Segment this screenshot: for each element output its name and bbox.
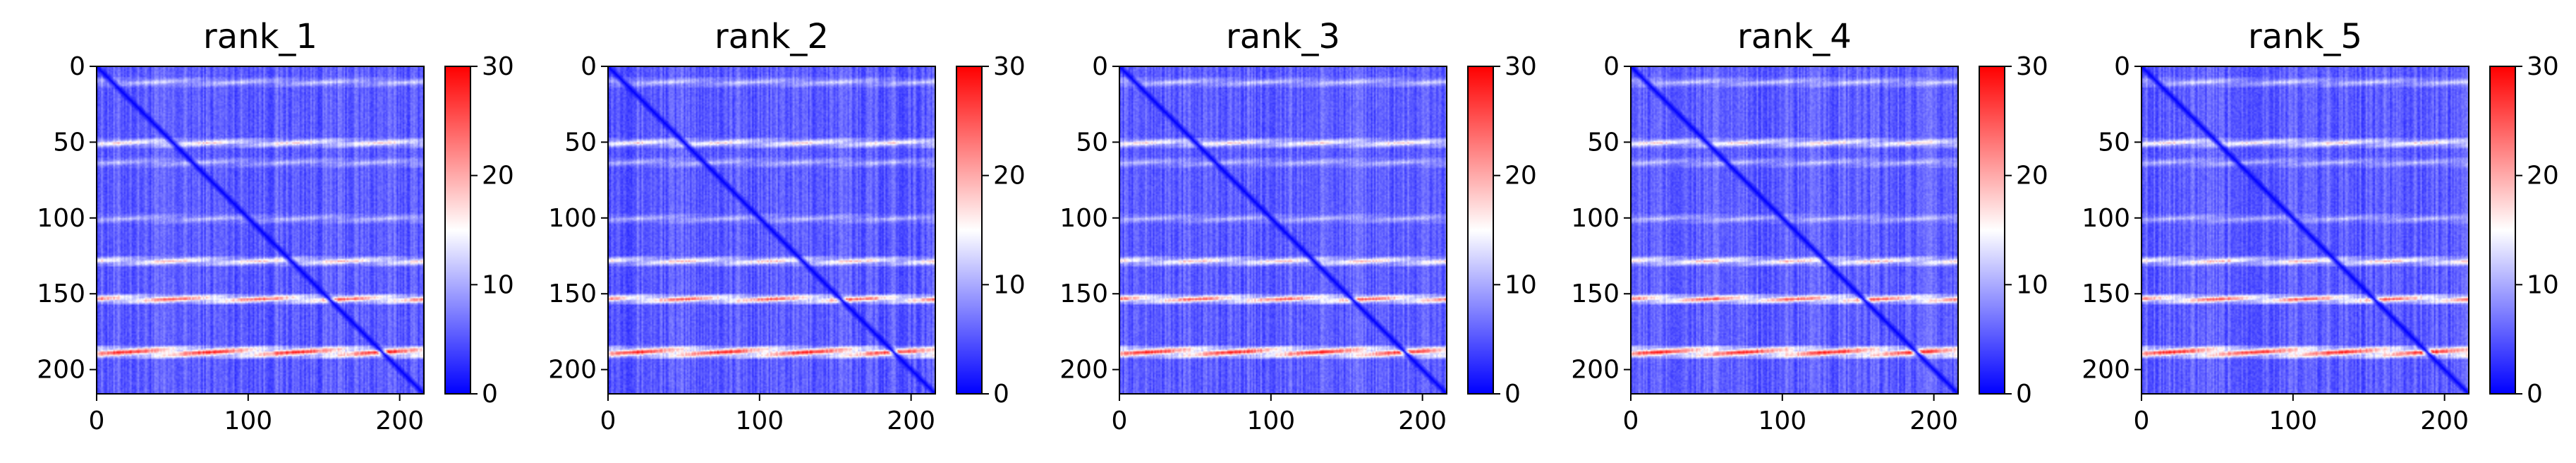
colorbar-tick-label: 20 (993, 162, 1026, 191)
colorbar (1467, 66, 1494, 395)
y-tick-label: 200 (37, 356, 85, 385)
colorbar-tick-label: 30 (1505, 52, 1537, 81)
colorbar-tick-label: 30 (482, 52, 514, 81)
x-tick-label: 200 (2420, 407, 2469, 435)
x-tick-label: 200 (1909, 407, 1958, 435)
heatmap-2 (608, 66, 935, 394)
panel-title: rank_2 (715, 17, 829, 56)
colorbar-tick-label: 10 (2527, 270, 2559, 299)
colorbar-tick-label: 30 (993, 52, 1026, 81)
axes-frame (607, 66, 936, 395)
colorbar-tick-label: 0 (2527, 380, 2543, 409)
x-tick-label: 0 (1112, 407, 1128, 435)
heatmap-3 (1119, 66, 1447, 394)
heatmap-5 (2141, 66, 2469, 394)
panel-title: rank_1 (203, 17, 317, 56)
x-tick-label: 100 (1758, 407, 1806, 435)
colorbar-tick-label: 20 (482, 162, 514, 191)
y-tick-label: 0 (1603, 52, 1620, 81)
y-tick-label: 200 (1059, 356, 1108, 385)
colorbar-tick-label: 0 (1505, 380, 1521, 409)
y-tick-label: 0 (581, 52, 597, 81)
colorbar-tick-label: 30 (2527, 52, 2559, 81)
panel-title: rank_5 (2248, 17, 2362, 56)
x-tick-label: 200 (887, 407, 935, 435)
colorbar (2489, 66, 2516, 395)
y-tick-label: 0 (69, 52, 85, 81)
y-tick-label: 50 (2098, 128, 2130, 157)
panel-title: rank_3 (1226, 17, 1340, 56)
x-tick-label: 100 (1246, 407, 1295, 435)
colorbar-tick-label: 0 (993, 380, 1009, 409)
colorbar (956, 66, 983, 395)
axes-frame (96, 66, 425, 395)
y-tick-label: 50 (1076, 128, 1108, 157)
y-tick-label: 50 (1587, 128, 1620, 157)
y-tick-label: 150 (1059, 279, 1108, 308)
colorbar-tick-label: 10 (1505, 270, 1537, 299)
colorbar (444, 66, 471, 395)
colorbar-tick-label: 20 (2016, 162, 2048, 191)
axes-frame (1630, 66, 1959, 395)
y-tick-label: 0 (1092, 52, 1108, 81)
y-tick-label: 150 (548, 279, 597, 308)
y-tick-label: 200 (548, 356, 597, 385)
y-tick-label: 100 (1059, 204, 1108, 233)
x-tick-label: 0 (2134, 407, 2150, 435)
colorbar-tick-label: 30 (2016, 52, 2048, 81)
x-tick-label: 0 (600, 407, 616, 435)
colorbar-tick-label: 10 (482, 270, 514, 299)
axes-frame (2141, 66, 2469, 395)
colorbar-tick-label: 0 (482, 380, 498, 409)
y-tick-label: 100 (37, 204, 85, 233)
y-tick-label: 150 (37, 279, 85, 308)
y-tick-label: 100 (1571, 204, 1620, 233)
axes-frame (1119, 66, 1447, 395)
x-tick-label: 200 (1398, 407, 1447, 435)
colorbar-tick-label: 20 (1505, 162, 1537, 191)
y-tick-label: 100 (548, 204, 597, 233)
colorbar-tick-label: 0 (2016, 380, 2032, 409)
x-tick-label: 200 (375, 407, 424, 435)
x-tick-label: 100 (224, 407, 272, 435)
x-tick-label: 100 (735, 407, 784, 435)
y-tick-label: 150 (1571, 279, 1620, 308)
colorbar-tick-label: 20 (2527, 162, 2559, 191)
y-tick-label: 150 (2082, 279, 2130, 308)
x-tick-label: 0 (89, 407, 105, 435)
y-tick-label: 100 (2082, 204, 2130, 233)
y-tick-label: 50 (53, 128, 85, 157)
heatmap-4 (1631, 66, 1958, 394)
x-tick-label: 100 (2268, 407, 2317, 435)
y-tick-label: 50 (564, 128, 597, 157)
colorbar-tick-label: 10 (2016, 270, 2048, 299)
y-tick-label: 200 (2082, 356, 2130, 385)
panel-title: rank_4 (1737, 17, 1852, 56)
y-tick-label: 0 (2114, 52, 2130, 81)
colorbar-tick-label: 10 (993, 270, 1026, 299)
x-tick-label: 0 (1623, 407, 1639, 435)
colorbar (1979, 66, 2005, 395)
y-tick-label: 200 (1571, 356, 1620, 385)
heatmap-1 (97, 66, 424, 394)
